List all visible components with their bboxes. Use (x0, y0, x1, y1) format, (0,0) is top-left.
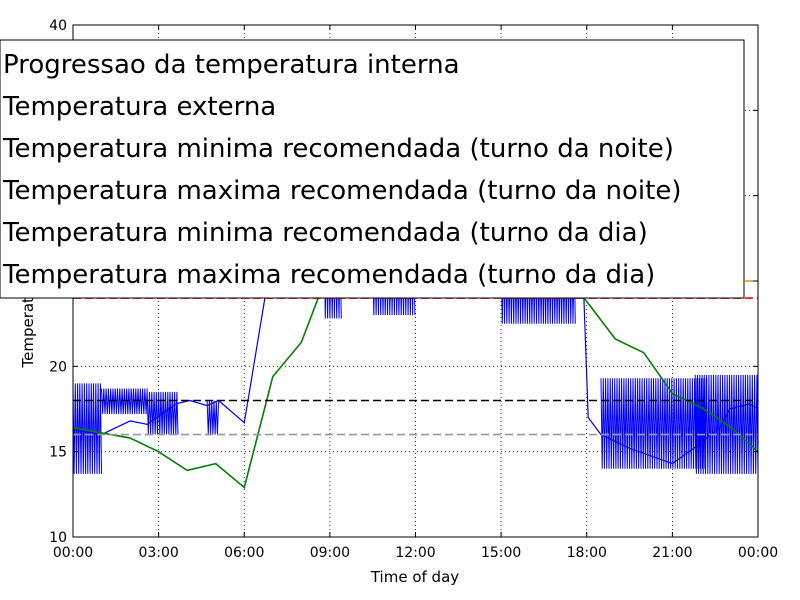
y-tick-label: 40 (49, 18, 67, 34)
x-tick-label: 03:00 (138, 545, 178, 561)
x-tick-label: 00:00 (53, 545, 93, 561)
x-axis-label: Time of day (370, 568, 459, 586)
legend-label-0: Progressao da temperatura interna (3, 50, 460, 80)
x-tick-label: 00:00 (738, 545, 778, 561)
x-tick-label: 06:00 (224, 545, 264, 561)
y-tick-label: 20 (49, 359, 67, 375)
y-tick-label: 10 (49, 530, 67, 546)
legend-label-5: Temperatura maxima recomendada (turno da… (2, 260, 655, 290)
x-tick-label: 18:00 (567, 545, 607, 561)
x-tick-label: 21:00 (652, 545, 692, 561)
y-tick-label: 15 (49, 445, 67, 461)
legend-label-2: Temperatura minima recomendada (turno da… (2, 134, 674, 164)
oscillation-band-7 (601, 378, 706, 468)
legend: Progressao da temperatura interna Tempera… (0, 40, 744, 298)
legend-label-4: Temperatura minima recomendada (turno da… (2, 218, 648, 248)
x-tick-label: 09:00 (310, 545, 350, 561)
x-tick-label: 15:00 (481, 545, 521, 561)
legend-label-3: Temperatura maxima recomendada (turno da… (2, 176, 681, 206)
oscillation-band-3 (207, 401, 219, 435)
x-tick-label: 12:00 (395, 545, 435, 561)
oscillation-band-2 (147, 392, 178, 435)
legend-label-1: Temperatura externa (2, 92, 276, 122)
